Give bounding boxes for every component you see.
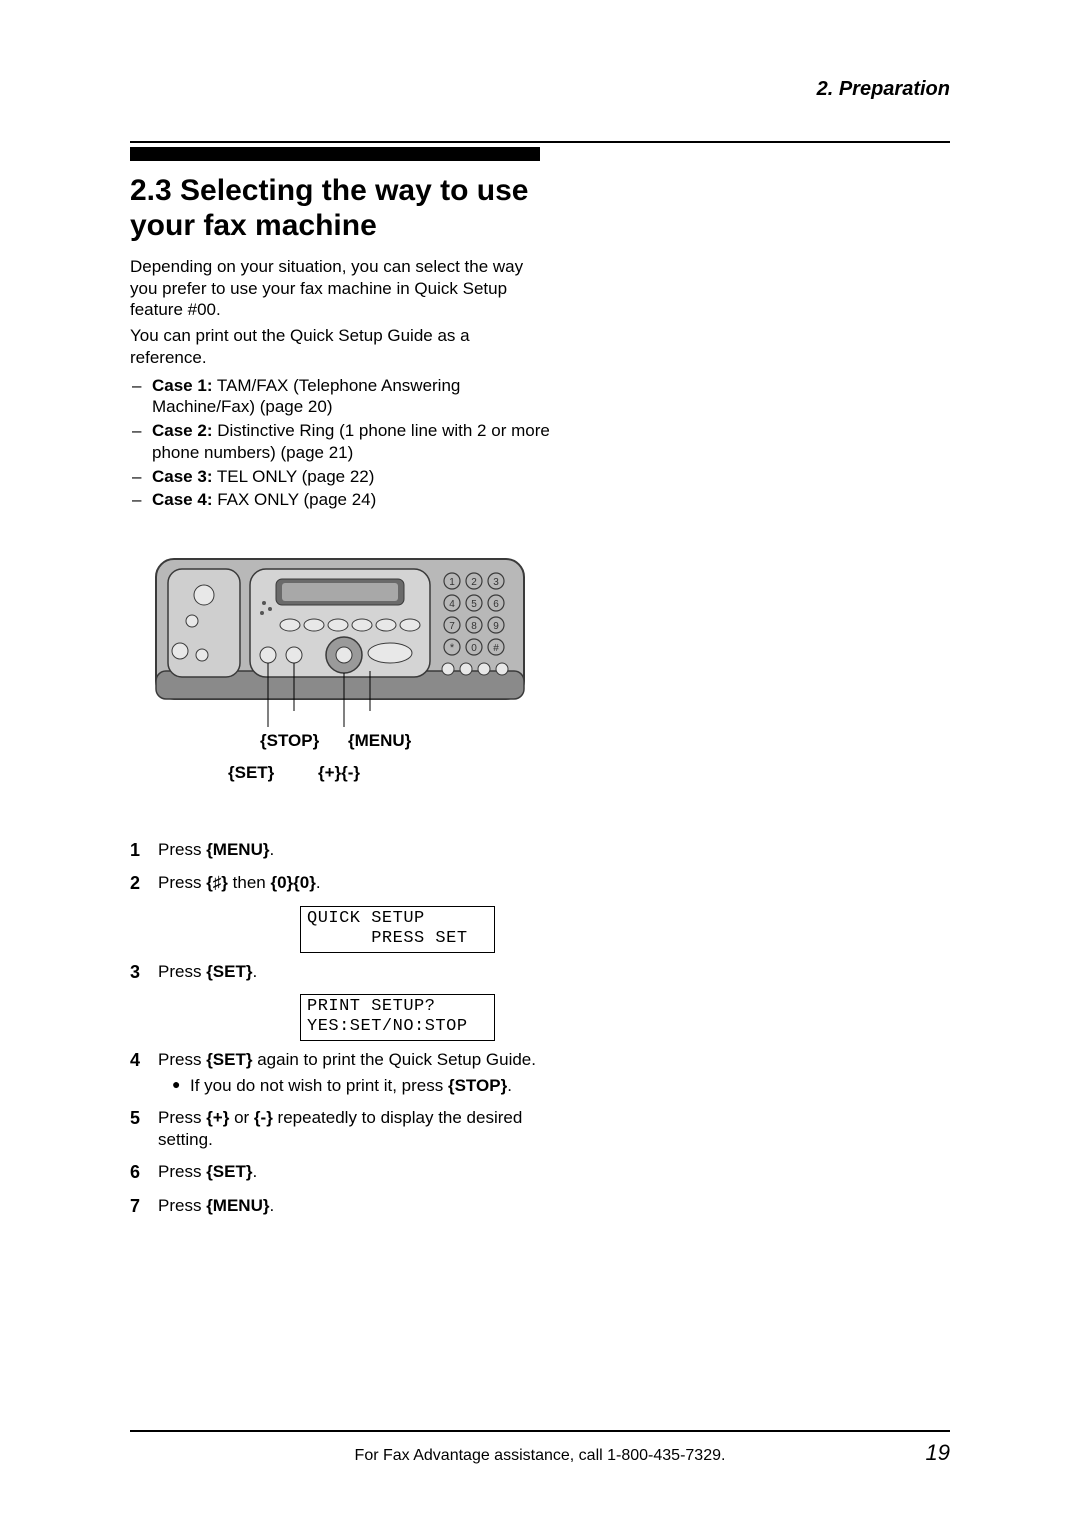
step-number: 1 — [130, 839, 158, 862]
case-item: – Case 1: TAM/FAX (Telephone Answering M… — [130, 375, 550, 419]
case-label: Case 4: — [152, 490, 212, 509]
step-text: . — [252, 962, 257, 981]
key-callout-labels: {STOP} {MENU} {SET} {+}{-} — [150, 731, 550, 811]
svg-text:*: * — [450, 642, 455, 654]
step-row: 5 Press {+} or {-} repeatedly to display… — [130, 1107, 550, 1151]
step-row: 1 Press {MENU}. — [130, 839, 550, 862]
set-key: {SET} — [206, 962, 252, 981]
stop-label: {STOP} — [260, 731, 319, 751]
page-footer: For Fax Advantage assistance, call 1-800… — [130, 1430, 950, 1466]
set-label: {SET} — [228, 763, 274, 783]
step-number: 3 — [130, 961, 158, 984]
step-text: Press — [158, 1196, 206, 1215]
svg-text:#: # — [493, 643, 499, 654]
step-text: or — [229, 1108, 254, 1127]
plus-key: {+} — [206, 1108, 229, 1127]
step-text: Press — [158, 1108, 206, 1127]
step-row: 7 Press {MENU}. — [130, 1195, 550, 1218]
step-text: Press — [158, 840, 206, 859]
section-title: 2.3 Selecting the way to use your fax ma… — [130, 173, 550, 244]
step-text: Press — [158, 873, 206, 892]
svg-text:2: 2 — [471, 577, 477, 588]
steps-list: 1 Press {MENU}. 2 Press {♯} then {0}{0}.… — [130, 839, 550, 1218]
step-number: 5 — [130, 1107, 158, 1151]
sub-text: If you do not wish to print it, press — [190, 1076, 448, 1095]
hash-key: {♯} — [206, 873, 228, 892]
menu-key: {MENU} — [206, 1196, 269, 1215]
lcd-display: QUICK SETUP PRESS SET — [300, 906, 495, 953]
step-row: 6 Press {SET}. — [130, 1161, 550, 1184]
sub-text: . — [507, 1076, 512, 1095]
case-text: FAX ONLY (page 24) — [212, 490, 376, 509]
step-row: 3 Press {SET}. — [130, 961, 550, 984]
step-text: then — [228, 873, 271, 892]
section-bar — [130, 147, 540, 161]
svg-text:1: 1 — [449, 577, 455, 588]
set-key: {SET} — [206, 1162, 252, 1181]
svg-text:3: 3 — [493, 577, 499, 588]
svg-text:8: 8 — [471, 621, 477, 632]
step-number: 2 — [130, 872, 158, 895]
zero-zero-key: {0}{0} — [270, 873, 315, 892]
page-number: 19 — [890, 1440, 950, 1466]
step-text: Press — [158, 962, 206, 981]
step-text: . — [269, 840, 274, 859]
case-text: TEL ONLY (page 22) — [212, 467, 374, 486]
svg-text:7: 7 — [449, 621, 455, 632]
stop-key: {STOP} — [448, 1076, 507, 1095]
menu-key: {MENU} — [206, 840, 269, 859]
lcd-display: PRINT SETUP? YES:SET/NO:STOP — [300, 994, 495, 1041]
step-text: . — [316, 873, 321, 892]
header-rule — [130, 141, 950, 143]
step-number: 4 — [130, 1049, 158, 1097]
case-item: – Case 3: TEL ONLY (page 22) — [130, 466, 550, 488]
svg-text:0: 0 — [471, 643, 477, 654]
step-number: 6 — [130, 1161, 158, 1184]
case-text: Distinctive Ring (1 phone line with 2 or… — [152, 421, 550, 462]
svg-text:5: 5 — [471, 599, 477, 610]
step-text: Press — [158, 1050, 206, 1069]
minus-key: {-} — [254, 1108, 273, 1127]
step-text: Press — [158, 1162, 206, 1181]
sub-bullet: ● If you do not wish to print it, press … — [172, 1075, 550, 1097]
step-row: 2 Press {♯} then {0}{0}. — [130, 872, 550, 895]
device-svg: 1 2 3 4 5 6 7 8 9 * 0 # — [150, 551, 530, 731]
menu-label: {MENU} — [348, 731, 411, 751]
step-text: . — [252, 1162, 257, 1181]
case-label: Case 1: — [152, 376, 212, 395]
case-label: Case 3: — [152, 467, 212, 486]
svg-text:4: 4 — [449, 599, 455, 610]
step-text: again to print the Quick Setup Guide. — [252, 1050, 536, 1069]
case-label: Case 2: — [152, 421, 212, 440]
case-item: – Case 2: Distinctive Ring (1 phone line… — [130, 420, 550, 464]
footer-text: For Fax Advantage assistance, call 1-800… — [190, 1447, 890, 1465]
step-text: . — [269, 1196, 274, 1215]
intro-text-2: You can print out the Quick Setup Guide … — [130, 325, 550, 369]
step-row: 4 Press {SET} again to print the Quick S… — [130, 1049, 550, 1097]
intro-text-1: Depending on your situation, you can sel… — [130, 256, 550, 321]
case-item: – Case 4: FAX ONLY (page 24) — [130, 489, 550, 511]
case-list: – Case 1: TAM/FAX (Telephone Answering M… — [130, 375, 550, 512]
step-number: 7 — [130, 1195, 158, 1218]
fax-device-illustration: 1 2 3 4 5 6 7 8 9 * 0 # — [150, 551, 550, 731]
set-key: {SET} — [206, 1050, 252, 1069]
section-header: 2. Preparation — [130, 78, 950, 101]
svg-text:9: 9 — [493, 621, 499, 632]
svg-text:6: 6 — [493, 599, 499, 610]
plusminus-label: {+}{-} — [318, 763, 360, 783]
